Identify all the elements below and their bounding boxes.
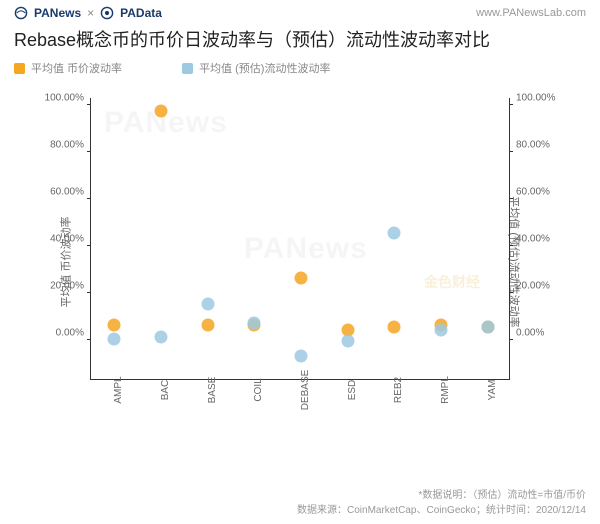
y-left-tick: 60.00% [14, 187, 88, 198]
x-category: BAC [160, 380, 202, 401]
y-left-tick: 80.00% [14, 140, 88, 151]
data-point [108, 318, 121, 331]
x-axis-labels: AMPLBACBASECOILDEBASEESDREB2RMPLYAM [90, 382, 510, 432]
header: PANews × PAData www.PANewsLab.com [0, 0, 600, 24]
x-category: YAM [487, 380, 529, 401]
footer-note-2: 数据来源：CoinMarketCap、CoinGecko；统计时间：2020/1… [297, 503, 586, 518]
footer-note-1: *数据说明：（预估）流动性=市值/币价 [297, 488, 586, 503]
data-point [295, 349, 308, 362]
y-left-axis-label: 平均值 币价波动率 [58, 216, 74, 307]
logo1-text: PANews [34, 6, 81, 20]
y-right-tick: 80.00% [512, 140, 586, 151]
data-point [108, 333, 121, 346]
padata-logo-icon [100, 6, 114, 20]
y-right-tick: 40.00% [512, 234, 586, 245]
legend-item-1: 平均值 币价波动率 [14, 60, 122, 76]
y-left-tick: 100.00% [14, 93, 88, 104]
x-category: REB2 [393, 377, 435, 403]
chart-title: Rebase概念币的币价日波动率与（预估）流动性波动率对比 [0, 24, 600, 58]
x-category: BASE [207, 377, 249, 404]
data-point [435, 323, 448, 336]
logo2-text: PAData [120, 6, 162, 20]
x-category: DEBASE [300, 370, 342, 411]
legend-item-2: 平均值 (预估)流动性波动率 [182, 60, 330, 76]
data-point [481, 321, 494, 334]
legend-swatch-2 [182, 63, 193, 74]
plot-area [90, 98, 510, 380]
y-left-tick: 20.00% [14, 281, 88, 292]
data-point [248, 316, 261, 329]
x-category: COIL [253, 378, 295, 401]
x-category: AMPL [113, 376, 155, 403]
legend-label-1: 平均值 币价波动率 [31, 60, 122, 76]
x-category: ESD [347, 380, 389, 401]
data-point [341, 335, 354, 348]
data-point [201, 318, 214, 331]
data-point [155, 330, 168, 343]
logo-area: PANews × PAData [14, 6, 162, 20]
data-point [155, 105, 168, 118]
y-right-tick: 0.00% [512, 328, 586, 339]
y-left-tick: 0.00% [14, 328, 88, 339]
y-right-tick: 20.00% [512, 281, 586, 292]
y-right-tick: 60.00% [512, 187, 586, 198]
y-right-tick: 100.00% [512, 93, 586, 104]
data-point [388, 227, 401, 240]
chart-area: PANews PANews 金色财经 平均值 币价波动率 平均值 (预估)流动性… [14, 92, 586, 432]
source-url: www.PANewsLab.com [476, 7, 586, 19]
data-point [201, 297, 214, 310]
logo-separator: × [87, 6, 94, 20]
legend-swatch-1 [14, 63, 25, 74]
legend-label-2: 平均值 (预估)流动性波动率 [199, 60, 330, 76]
data-point [388, 321, 401, 334]
data-point [295, 271, 308, 284]
legend: 平均值 币价波动率 平均值 (预估)流动性波动率 [0, 58, 600, 86]
footer: *数据说明：（预估）流动性=市值/币价 数据来源：CoinMarketCap、C… [297, 488, 586, 518]
panews-logo-icon [14, 6, 28, 20]
x-category: RMPL [440, 376, 482, 404]
y-left-tick: 40.00% [14, 234, 88, 245]
